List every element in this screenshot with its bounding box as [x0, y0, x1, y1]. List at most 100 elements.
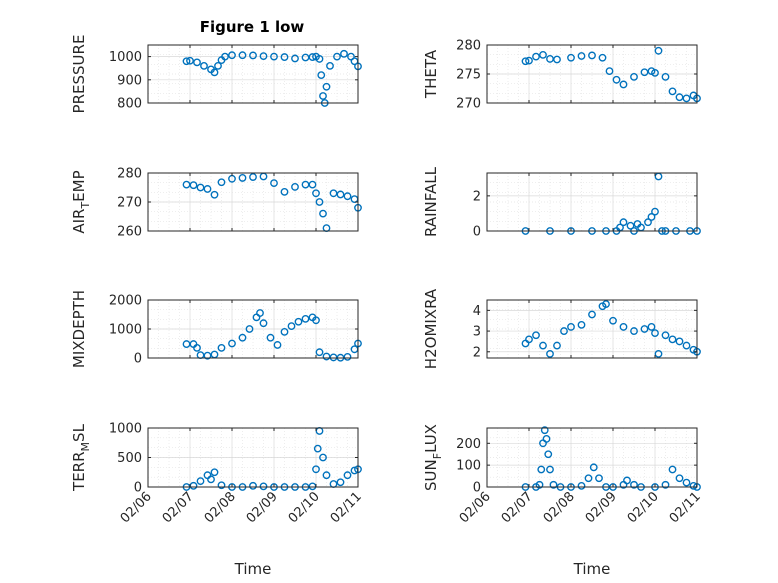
- data-point: [619, 218, 628, 227]
- y-axis-label: RAINFALL: [422, 166, 440, 237]
- subplot-rainfall: 0 2 RAINFALL: [422, 166, 701, 240]
- data-point: [661, 331, 670, 340]
- data-point: [595, 474, 603, 483]
- y-tick-label: 0: [473, 225, 481, 240]
- data-point: [549, 480, 558, 489]
- data-point: [668, 87, 677, 96]
- subplot-airtemp: 260 270 280 AIRTEMP: [70, 167, 362, 240]
- data-point: [203, 351, 212, 360]
- data-point: [315, 348, 324, 357]
- y-axis-label: TERRMSL: [70, 423, 92, 492]
- data-point: [308, 53, 317, 61]
- data-point: [319, 92, 327, 100]
- data-point: [532, 331, 540, 340]
- y-axis-label: THETA: [422, 49, 440, 99]
- data-point: [280, 327, 289, 336]
- data-point: [312, 316, 320, 325]
- data-point: [682, 94, 691, 103]
- data-point: [228, 339, 236, 348]
- x-tick-label: 02/09: [244, 489, 281, 526]
- data-point: [203, 185, 212, 193]
- data-point: [577, 52, 586, 60]
- data-point: [623, 476, 631, 485]
- data-point: [588, 51, 596, 60]
- data-point: [647, 213, 656, 221]
- data-point: [626, 221, 635, 230]
- data-point: [317, 71, 326, 80]
- x-axis-label: Time: [234, 560, 272, 578]
- y-axis-label: PRESSURE: [70, 35, 88, 114]
- data-point: [259, 482, 268, 491]
- data-point: [315, 55, 324, 63]
- data-point: [661, 480, 670, 489]
- figure-title: Figure 1 low: [200, 18, 305, 36]
- data-point: [308, 180, 317, 189]
- data-point: [210, 190, 219, 199]
- x-axis-label: Time: [573, 560, 611, 578]
- data-point: [217, 343, 226, 352]
- y-tick-label: 500: [117, 451, 142, 466]
- subplot-h2omixra: 2 3 4 H2OMIXRA: [422, 288, 701, 369]
- y-tick-label: 270: [456, 97, 481, 112]
- data-point: [217, 178, 226, 187]
- data-point: [326, 61, 334, 70]
- data-point: [668, 335, 677, 344]
- data-point: [196, 183, 205, 192]
- y-tick-label: 2: [473, 189, 481, 204]
- data-point: [238, 174, 247, 182]
- data-point: [249, 481, 257, 490]
- x-tick-label: 02/09: [583, 489, 620, 526]
- y-tick-label: 200: [456, 437, 481, 452]
- y-tick-label: 0: [473, 481, 481, 496]
- x-tick-label: 02/08: [541, 489, 578, 526]
- data-point: [537, 465, 546, 474]
- data-point: [682, 341, 691, 350]
- y-tick-label: 3: [473, 325, 481, 340]
- axes-box: [147, 44, 359, 104]
- x-tick-label: 02/11: [328, 489, 365, 526]
- data-point: [214, 61, 222, 70]
- data-point: [245, 325, 254, 333]
- y-tick-label: 1000: [109, 422, 142, 437]
- data-point: [249, 173, 257, 181]
- data-point: [539, 50, 547, 59]
- x-tick-label: 02/10: [625, 489, 662, 526]
- data-point: [256, 309, 264, 317]
- data-point: [535, 480, 544, 489]
- data-point: [521, 57, 530, 66]
- data-point: [270, 52, 278, 61]
- data-point: [609, 316, 617, 325]
- data-point: [675, 337, 684, 346]
- data-point: [588, 310, 596, 319]
- data-point: [540, 426, 549, 435]
- data-point: [343, 352, 352, 361]
- data-point: [668, 465, 677, 474]
- data-point: [336, 190, 345, 199]
- data-point: [675, 474, 684, 483]
- data-point: [644, 218, 652, 227]
- data-point: [584, 474, 593, 483]
- data-point: [544, 450, 553, 459]
- y-tick-label: 280: [456, 39, 481, 54]
- data-point: [651, 207, 659, 216]
- y-tick-label: 0: [134, 481, 142, 496]
- data-point: [577, 320, 586, 329]
- subplot-mixdepth: 0 1000 2000 MIXDEPTH: [70, 290, 362, 368]
- data-point: [553, 55, 561, 64]
- data-point: [217, 481, 226, 490]
- subplot-theta: 270 275 280 THETA: [422, 39, 701, 112]
- x-tick-label: 02/07: [499, 489, 536, 526]
- axes-box: [486, 172, 698, 232]
- data-point: [654, 349, 663, 358]
- data-point: [259, 52, 268, 61]
- data-point: [291, 183, 299, 191]
- subplot-pressure: 800 900 1000 PRESSURE: [70, 35, 362, 114]
- data-point: [647, 323, 656, 331]
- data-point: [196, 477, 205, 485]
- data-point: [210, 68, 219, 77]
- data-point: [336, 478, 345, 487]
- x-tick-label: 02/11: [667, 489, 704, 526]
- data-point: [542, 435, 551, 443]
- x-tick-label: 02/08: [202, 489, 239, 526]
